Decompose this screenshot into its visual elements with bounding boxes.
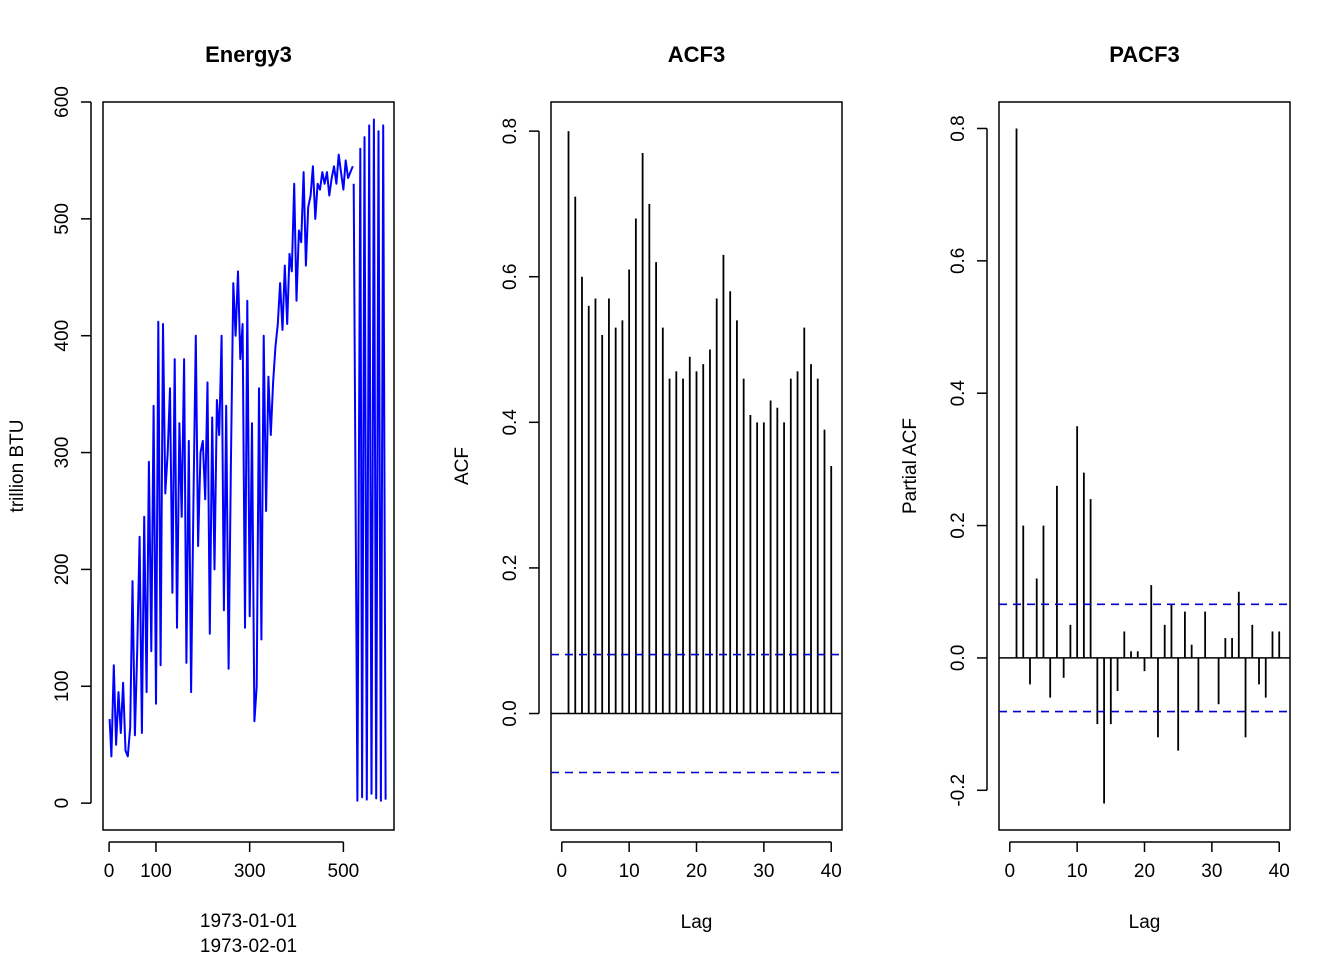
pacf-y-tick-label: 0.2	[948, 512, 969, 538]
pacf-title: PACF3	[1109, 42, 1180, 67]
energy-series-line	[352, 118, 387, 802]
energy-x-label-line: 1973-02-01	[200, 936, 297, 957]
acf-y-tick-label: 0.8	[500, 118, 521, 144]
acf-y-tick-label: 0.6	[500, 264, 521, 290]
acf-panel: ACF3 0 10 20 30 40 0.0 0.2 0.4 0.6 0.8 ACF Lag	[452, 42, 843, 933]
acf-x-tick-label: 0	[556, 861, 567, 882]
pacf-x-tick-label: 20	[1134, 861, 1155, 882]
acf-y-tick-label: 0.4	[500, 409, 521, 436]
energy-panel: Energy3 0 100 300 500 0 100 200 300 400 500 600 tril…	[7, 42, 395, 957]
acf-y-tick-label: 0.0	[500, 700, 521, 726]
energy-y-tick-label: 300	[52, 437, 73, 469]
pacf-x-tick-label: 30	[1201, 861, 1222, 882]
energy-y-tick-label: 200	[52, 554, 73, 586]
acf-y-tick-label: 0.2	[500, 555, 521, 581]
energy-y-tick-label: 100	[52, 670, 73, 702]
acf-x-tick-label: 30	[753, 861, 774, 882]
pacf-y-tick-label: 0.4	[948, 380, 969, 407]
pacf-y-tick-label: 0.8	[948, 115, 969, 141]
acf-x-tick-label: 40	[821, 861, 842, 882]
energy-x-tick-label: 500	[328, 861, 360, 882]
energy-y-tick-label: 0	[52, 798, 73, 809]
pacf-plot-box	[998, 101, 1291, 831]
energy-y-tick-label: 600	[52, 86, 73, 118]
pacf-y-tick-label: 0.6	[948, 248, 969, 274]
energy-series-line	[108, 153, 354, 758]
pacf-y-tick-label: 0.0	[948, 645, 969, 671]
energy-x-label-line: 1973-01-01	[200, 911, 297, 932]
acf-y-label: ACF	[452, 447, 473, 485]
acf-plot-box	[550, 101, 843, 831]
pacf-x-tick-label: 10	[1067, 861, 1088, 882]
energy-x-tick-label: 100	[140, 861, 172, 882]
pacf-x-tick-label: 40	[1269, 861, 1290, 882]
pacf-panel: PACF3 0 10 20 30 40 -0.2 0.0 0.2 0.4 0.6 0.8 Partial…	[900, 42, 1291, 933]
pacf-y-tick-label: -0.2	[948, 774, 969, 807]
energy-y-tick-label: 400	[52, 320, 73, 352]
pacf-y-label: Partial ACF	[900, 418, 921, 514]
energy-y-tick-label: 500	[52, 203, 73, 235]
acf-title: ACF3	[668, 42, 725, 67]
energy-x-tick-label: 300	[234, 861, 266, 882]
energy-y-label: trillion BTU	[7, 420, 28, 513]
acf-x-tick-label: 20	[686, 861, 707, 882]
acf-x-tick-label: 10	[619, 861, 640, 882]
acf-x-label: Lag	[681, 912, 713, 933]
energy-plot-box	[102, 101, 395, 831]
pacf-x-tick-label: 0	[1004, 861, 1015, 882]
pacf-x-label: Lag	[1129, 912, 1161, 933]
energy-x-tick-label: 0	[104, 861, 115, 882]
energy-title: Energy3	[205, 42, 292, 67]
